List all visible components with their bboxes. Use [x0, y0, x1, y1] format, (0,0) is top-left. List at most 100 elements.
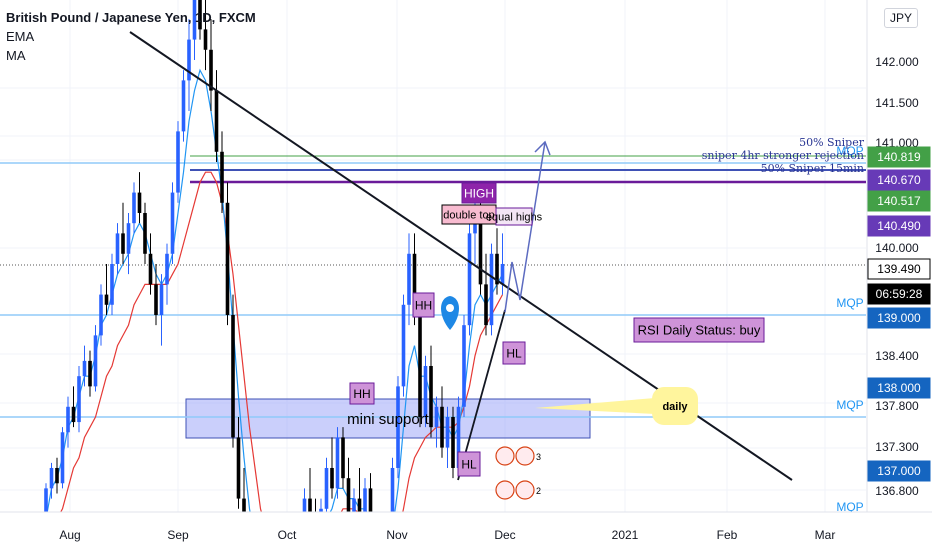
- candle-body: [324, 467, 329, 509]
- candle-body: [192, 0, 197, 40]
- chart-header: British Pound / Japanese Yen, 1D, FXCM E…: [6, 8, 256, 65]
- candle-body: [434, 406, 439, 428]
- candle-body: [49, 467, 54, 489]
- price-badge: [867, 190, 931, 212]
- event-count: 3: [536, 452, 541, 462]
- hl-right-label: HL: [506, 346, 522, 360]
- candle-body: [104, 294, 109, 305]
- price-badge: [867, 169, 931, 191]
- candle-body: [352, 498, 356, 519]
- rsi-status-label-box: [633, 317, 765, 343]
- price-badge-label: 139.000: [877, 311, 921, 325]
- candle-body: [115, 233, 120, 264]
- price-badge-label: 140.819: [877, 150, 921, 164]
- map-pin-icon: [441, 296, 459, 330]
- mqp-label: MQP: [836, 398, 863, 412]
- y-tick-label: 140.000: [875, 241, 919, 255]
- x-tick-label: Nov: [386, 528, 407, 542]
- double-top-label: double top: [443, 209, 494, 221]
- candle-body: [148, 253, 153, 285]
- candle-body: [484, 284, 488, 326]
- y-tick-label: 141.500: [875, 96, 919, 110]
- candle-body: [181, 80, 186, 132]
- candle-body: [500, 263, 505, 285]
- price-badge: [867, 283, 931, 305]
- price-badge-label: 140.517: [877, 194, 921, 208]
- rsi-status-label: RSI Daily Status: buy: [638, 323, 761, 338]
- event-flag-icon: [495, 480, 515, 500]
- hh-left-label-box: [412, 292, 435, 318]
- mini-support-label: mini support: [347, 411, 430, 428]
- candle-body: [154, 284, 158, 315]
- hl-right-label-box: [502, 341, 526, 365]
- candle-body: [418, 314, 422, 417]
- price-badge: [867, 215, 931, 237]
- hh-box-label-box: [349, 382, 375, 405]
- candle-body: [93, 335, 98, 387]
- price-badge-label: 138.000: [877, 381, 921, 395]
- candle-body: [110, 263, 114, 305]
- candle-body: [236, 437, 241, 499]
- candle-body: [341, 437, 345, 479]
- currency-badge[interactable]: JPY: [884, 8, 919, 28]
- price-badge: [867, 258, 931, 280]
- sniper-label: 50% Sniper 15min: [761, 162, 864, 175]
- mqp-label: MQP: [836, 296, 863, 310]
- equal-highs-label: equal highs: [486, 211, 543, 223]
- candle-body: [44, 488, 48, 514]
- candle-body: [55, 467, 59, 484]
- y-tick-label: 137.800: [875, 399, 919, 413]
- mqp-label: MQP: [836, 500, 863, 514]
- map-pin-dot: [446, 304, 454, 312]
- price-badge-label: 06:59:28: [876, 287, 923, 301]
- candle-body: [88, 360, 92, 387]
- candle-body: [137, 192, 142, 213]
- price-badge-label: 140.670: [877, 173, 921, 187]
- candle-body: [363, 488, 367, 530]
- mqp-label: MQP: [836, 144, 863, 158]
- event-flag-icon: [515, 480, 535, 500]
- price-axis-bg: [868, 0, 932, 512]
- candle-body: [346, 478, 351, 519]
- candle-body: [71, 406, 76, 423]
- x-tick-label: Sep: [167, 528, 189, 542]
- hl-bottom-label: HL: [461, 457, 477, 471]
- high-label-box: [461, 182, 497, 204]
- candle-body: [214, 90, 219, 152]
- price-badge-label: 137.000: [877, 464, 921, 478]
- hh-left-label: HH: [415, 298, 432, 312]
- candle-body: [220, 151, 224, 203]
- candle-body: [308, 498, 312, 519]
- time-axis-bg: [0, 512, 932, 550]
- price-badge-label: 140.490: [877, 219, 921, 233]
- candle-body: [187, 39, 191, 81]
- candle-body: [209, 49, 213, 91]
- candle-body: [198, 0, 202, 30]
- candle-body: [60, 432, 65, 484]
- candle-body: [445, 416, 450, 448]
- x-tick-label: Aug: [59, 528, 80, 542]
- candle-body: [456, 406, 461, 468]
- symbol-title[interactable]: British Pound / Japanese Yen, 1D, FXCM: [6, 10, 256, 25]
- candle-body: [407, 253, 411, 305]
- candle-body: [429, 365, 433, 428]
- y-tick-label: 137.300: [875, 440, 919, 454]
- candle-body: [451, 416, 455, 468]
- price-badge-label: 139.490: [877, 262, 921, 276]
- indicator-ma-label[interactable]: MA: [6, 48, 26, 63]
- price-badge: [867, 460, 931, 482]
- sniper-label: 50% Sniper: [799, 136, 865, 149]
- candle-body: [99, 294, 103, 336]
- projection-path: [504, 141, 546, 313]
- y-tick-label: 142.000: [875, 55, 919, 69]
- candle-body: [462, 325, 466, 407]
- x-tick-label: Dec: [494, 528, 515, 542]
- candle-body: [132, 192, 136, 224]
- candle-body: [176, 131, 180, 193]
- indicator-ema-label[interactable]: EMA: [6, 29, 35, 44]
- high-label: HIGH: [464, 186, 494, 200]
- candle-body: [165, 253, 169, 285]
- sniper-label: sniper 4hr stronger rejection: [702, 149, 864, 162]
